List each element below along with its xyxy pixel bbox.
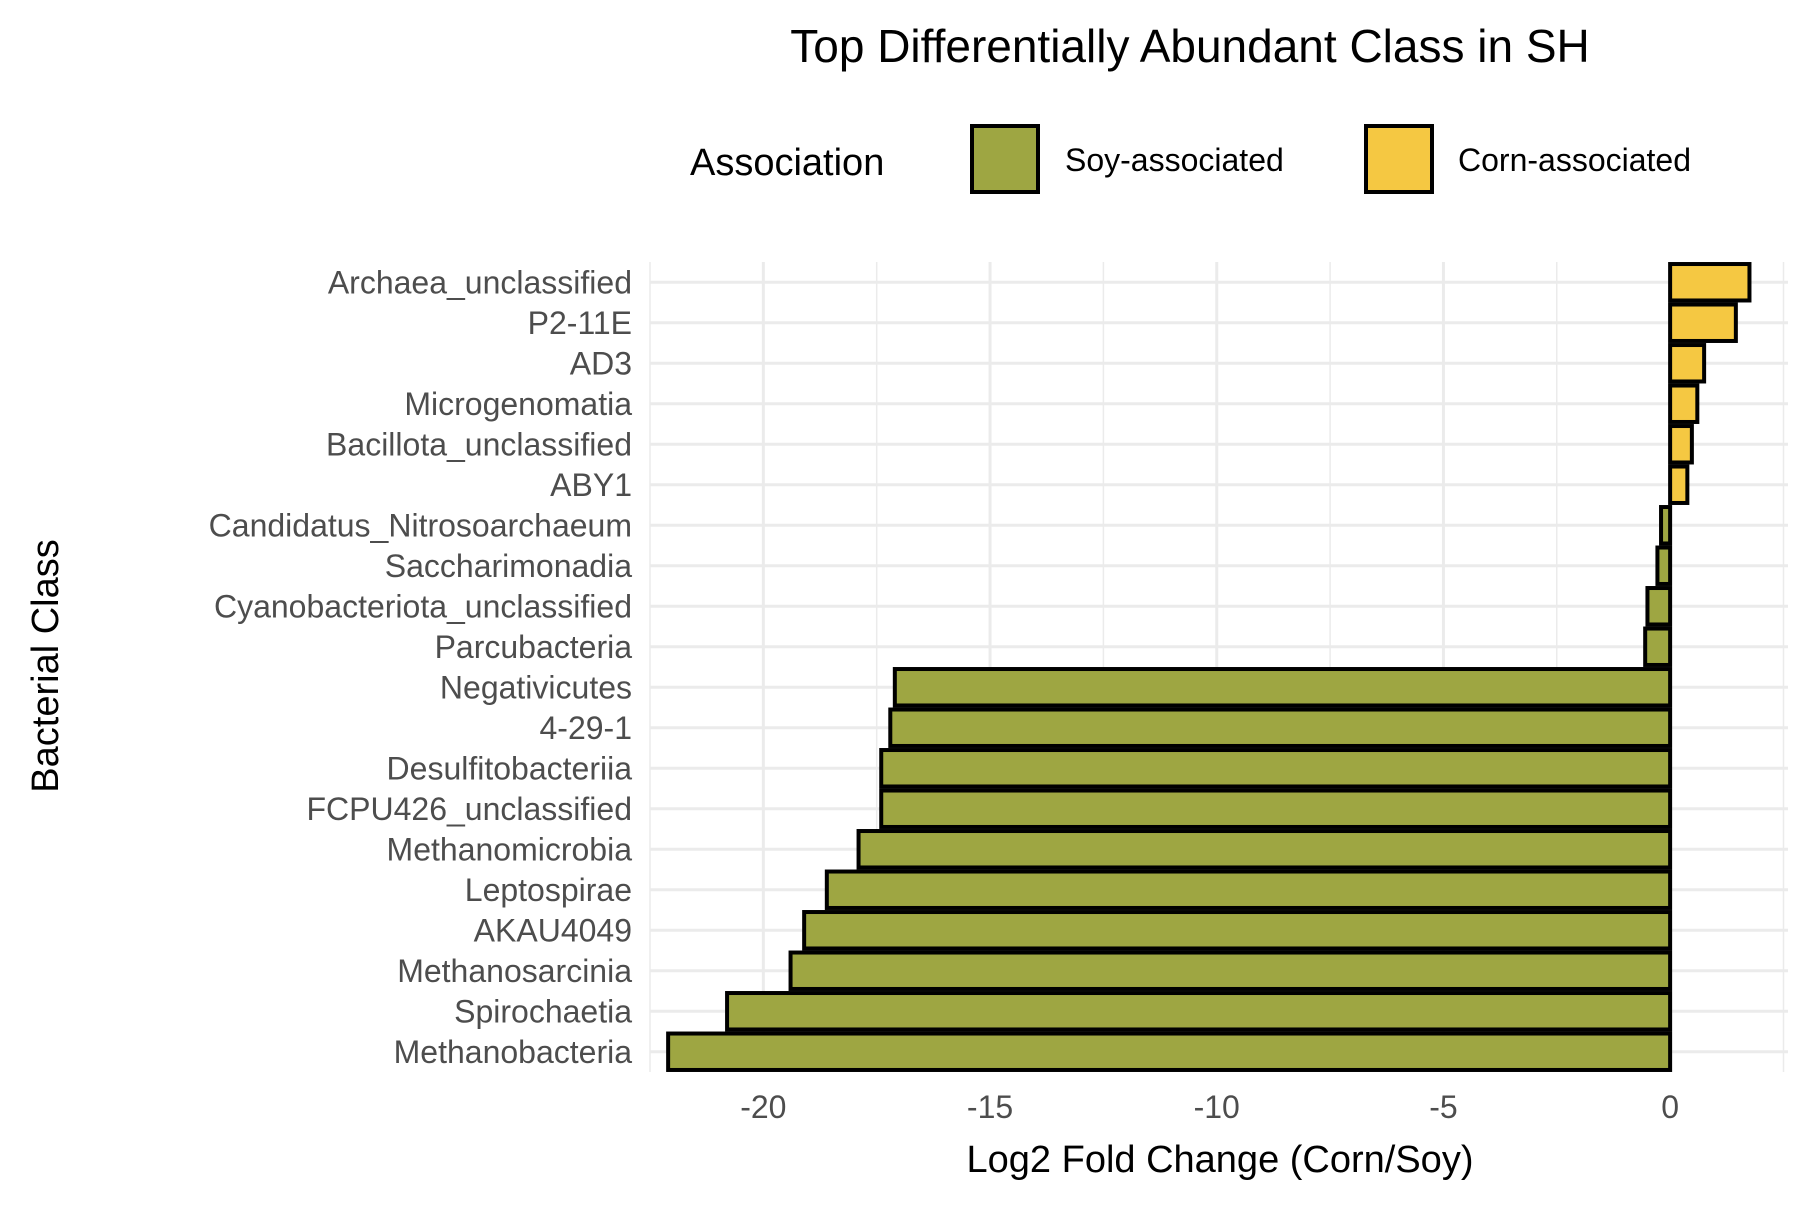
bar-cyanobacteriota-unclassified [1645,586,1673,627]
y-tick-label: Cyanobacteriota_unclassified [214,588,632,624]
y-tick-label: 4-29-1 [540,710,633,746]
bar-layer [666,262,1752,1072]
bar-4-29-1 [888,707,1673,748]
y-tick-label: Archaea_unclassified [328,264,632,300]
bar-methanobacteria [666,1031,1673,1072]
bar-candidatus-nitrosoarchaeum [1659,505,1673,546]
bar-fcpu426-unclassified [879,788,1673,829]
y-tick-label: Saccharimonadia [385,548,632,584]
grid-layer [649,262,1788,1072]
bar-microgenomatia [1668,383,1700,424]
x-axis-title: Log2 Fold Change (Corn/Soy) [967,1139,1474,1181]
bar-desulfitobacteriia [879,748,1673,789]
bar-methanomicrobia [856,829,1673,870]
legend-label-corn: Corn-associated [1458,142,1691,178]
y-tick-label: Methanosarcinia [397,953,632,989]
x-tick-label: -20 [740,1089,786,1125]
y-tick-label: Candidatus_Nitrosoarchaeum [209,507,632,543]
y-tick-label: ABY1 [550,467,632,503]
chart-title: Top Differentially Abundant Class in SH [790,20,1589,72]
bar-bacillota-unclassified [1668,424,1694,465]
legend-label-soy: Soy-associated [1065,142,1284,178]
bar-saccharimonadia [1655,545,1673,586]
y-tick-label: Negativicutes [440,669,632,705]
x-tick-label: 0 [1661,1089,1679,1125]
y-tick-label: Leptospirae [465,872,632,908]
bar-leptospirae [824,869,1673,910]
y-tick-label: Desulfitobacteriia [387,750,633,786]
y-tick-labels: Archaea_unclassified P2-11E AD3 Microgenoma… [209,264,633,1070]
bar-p2-11e [1668,302,1738,343]
bar-ad3 [1668,343,1707,384]
legend: Association Soy-associated Corn-associat… [690,124,1691,194]
x-tick-labels: -20 -15 -10 -5 0 [740,1089,1679,1125]
bar-archaea-unclassified [1668,262,1752,303]
bar-methanosarcinia [788,950,1673,991]
x-tick-label: -10 [1194,1089,1240,1125]
legend-title: Association [690,142,884,184]
y-tick-label: Bacillota_unclassified [326,426,632,462]
legend-swatch-soy [970,124,1040,194]
y-tick-label: P2-11E [528,305,632,341]
y-tick-label: FCPU426_unclassified [307,791,633,827]
bar-parcubacteria [1643,626,1673,667]
bar-spirochaetia [725,991,1673,1032]
y-tick-label: Methanomicrobia [387,831,633,867]
bar-aby1 [1668,464,1690,505]
y-tick-label: AKAU4049 [474,912,632,948]
y-tick-label: Methanobacteria [394,1034,633,1070]
y-tick-label: Spirochaetia [454,993,632,1029]
y-tick-label: Microgenomatia [404,386,632,422]
y-tick-label: Parcubacteria [435,629,633,665]
legend-swatch-corn [1364,124,1434,194]
y-tick-label: AD3 [570,345,632,381]
bar-negativicutes [892,667,1673,708]
bar-akau4049 [802,910,1673,951]
y-axis-title: Bacterial Class [25,539,67,792]
x-tick-label: -15 [967,1089,1013,1125]
x-tick-label: -5 [1429,1089,1457,1125]
